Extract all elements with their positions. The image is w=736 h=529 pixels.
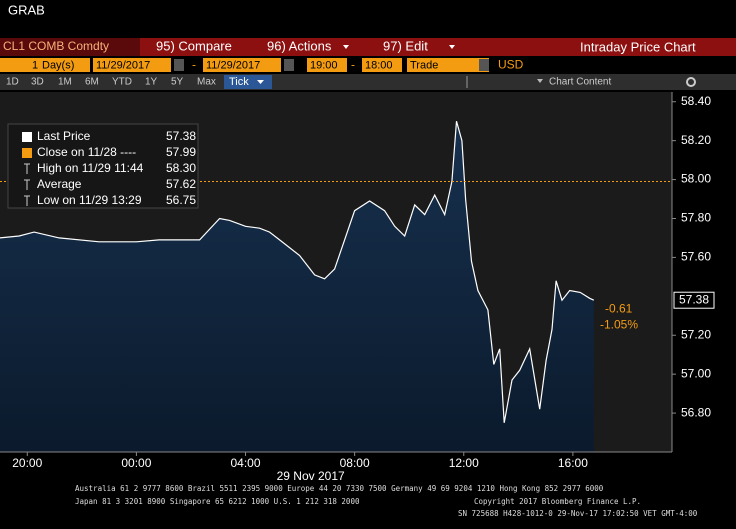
dropdown-arrow: [343, 45, 349, 49]
footer-line: Australia 61 2 9777 8600 Brazil 5511 239…: [75, 484, 604, 493]
legend-label: High on 11/29 11:44: [37, 161, 144, 175]
legend-label: Close on 11/28 ----: [37, 145, 136, 159]
legend-value: 56.75: [166, 193, 196, 207]
legend-glyph: [24, 163, 30, 174]
security-box[interactable]: [0, 38, 140, 56]
end-date-input[interactable]: [203, 58, 281, 72]
settings-icon[interactable]: [686, 77, 696, 87]
separator: -: [351, 58, 355, 72]
legend-label: Average: [37, 177, 82, 191]
tick-button[interactable]: [224, 75, 272, 89]
separator: -: [192, 58, 196, 72]
start-time[interactable]: 19:00: [310, 59, 338, 71]
actions-button[interactable]: 96) Actions: [267, 38, 332, 53]
legend-glyph: [24, 195, 30, 206]
legend-swatch: [22, 132, 32, 142]
price-change-pct: -1.05%: [600, 317, 638, 331]
period-button[interactable]: Max: [197, 77, 216, 88]
start-date[interactable]: 11/29/2017: [96, 59, 150, 71]
footer-line: SN 725688 H428-1012-0 29-Nov-17 17:02:50…: [458, 509, 698, 518]
legend-box: [7, 123, 199, 209]
legend-value: 58.30: [166, 161, 196, 175]
legend: Last Price 57.38 Close on 11/28 ---- 57.99 H…: [7, 123, 199, 209]
content-icon: [537, 79, 543, 83]
end-date[interactable]: 11/29/2017: [206, 59, 260, 71]
y-tick-label: 57.80: [681, 211, 711, 225]
period-unit[interactable]: Day(s): [42, 59, 74, 71]
period-button[interactable]: 6M: [85, 77, 99, 88]
y-tick-label: 58.20: [681, 133, 711, 147]
period-button[interactable]: 5Y: [171, 77, 184, 88]
period-button[interactable]: YTD: [112, 77, 132, 88]
y-tick-label: 57.60: [681, 250, 711, 264]
y-tick-label: 56.80: [681, 405, 711, 419]
legend-value: 57.38: [166, 129, 196, 143]
tick-mode[interactable]: Tick: [229, 76, 249, 88]
legend-value: 57.99: [166, 145, 196, 159]
legend-swatch: [22, 148, 32, 158]
x-tick-label: 16:00: [558, 456, 588, 470]
start-date-input[interactable]: [93, 58, 171, 72]
period-button[interactable]: 1Y: [145, 77, 158, 88]
currency: USD: [498, 58, 524, 72]
field[interactable]: Trade: [410, 59, 438, 71]
price-line: [0, 121, 595, 423]
field-select[interactable]: [407, 58, 489, 72]
edit-button[interactable]: 97) Edit: [383, 38, 428, 53]
period-bar: [0, 74, 736, 90]
y-tick-label: 58.40: [681, 94, 711, 108]
x-tick-label: 08:00: [340, 456, 370, 470]
field-dropdown[interactable]: [479, 59, 489, 71]
end-time[interactable]: 18:00: [365, 59, 393, 71]
dropdown-arrow: [257, 80, 264, 84]
chart-name: Intraday Price Chart: [580, 39, 696, 54]
last-price-box: [673, 291, 715, 309]
x-tick-label: 04:00: [231, 456, 261, 470]
start-time-input[interactable]: [307, 58, 347, 72]
x-tick-label: 20:00: [12, 456, 42, 470]
price-area: [0, 121, 594, 452]
y-tick-label: 58.00: [681, 172, 711, 186]
chart-content[interactable]: Chart Content: [549, 77, 611, 88]
footer-line: Copyright 2017 Bloomberg Finance L.P.: [474, 497, 641, 506]
x-tick-label: 00:00: [121, 456, 151, 470]
toolbar: [0, 38, 736, 56]
y-tick-label: 57.00: [681, 366, 711, 380]
window-title: GRAB: [8, 2, 45, 17]
last-price: 57.38: [679, 292, 709, 306]
legend-glyph: [24, 179, 30, 190]
period-button[interactable]: 3D: [31, 77, 44, 88]
period-button[interactable]: 1M: [58, 77, 72, 88]
legend-label: Low on 11/29 13:29: [37, 193, 142, 207]
y-axis-panel: [672, 92, 736, 472]
x-axis-label: 29 Nov 2017: [277, 469, 345, 483]
security[interactable]: CL1 COMB Comdty: [3, 39, 109, 53]
dropdown-arrow: [449, 45, 455, 49]
x-axis-panel: [0, 452, 672, 472]
period-input[interactable]: [0, 58, 90, 72]
end-time-input[interactable]: [362, 58, 402, 72]
price-change: -0.61: [605, 301, 633, 315]
legend-label: Last Price: [37, 129, 91, 143]
calendar-icon[interactable]: [284, 59, 294, 71]
legend-value: 57.62: [166, 177, 196, 191]
period-button[interactable]: 1D: [6, 77, 19, 88]
footer-line: Japan 81 3 3201 8900 Singapore 65 6212 1…: [75, 497, 360, 506]
compare-button[interactable]: 95) Compare: [156, 38, 232, 53]
x-tick-label: 12:00: [449, 456, 479, 470]
y-tick-label: 57.20: [681, 327, 711, 341]
period-count[interactable]: 1: [32, 59, 38, 71]
calendar-icon[interactable]: [174, 59, 184, 71]
